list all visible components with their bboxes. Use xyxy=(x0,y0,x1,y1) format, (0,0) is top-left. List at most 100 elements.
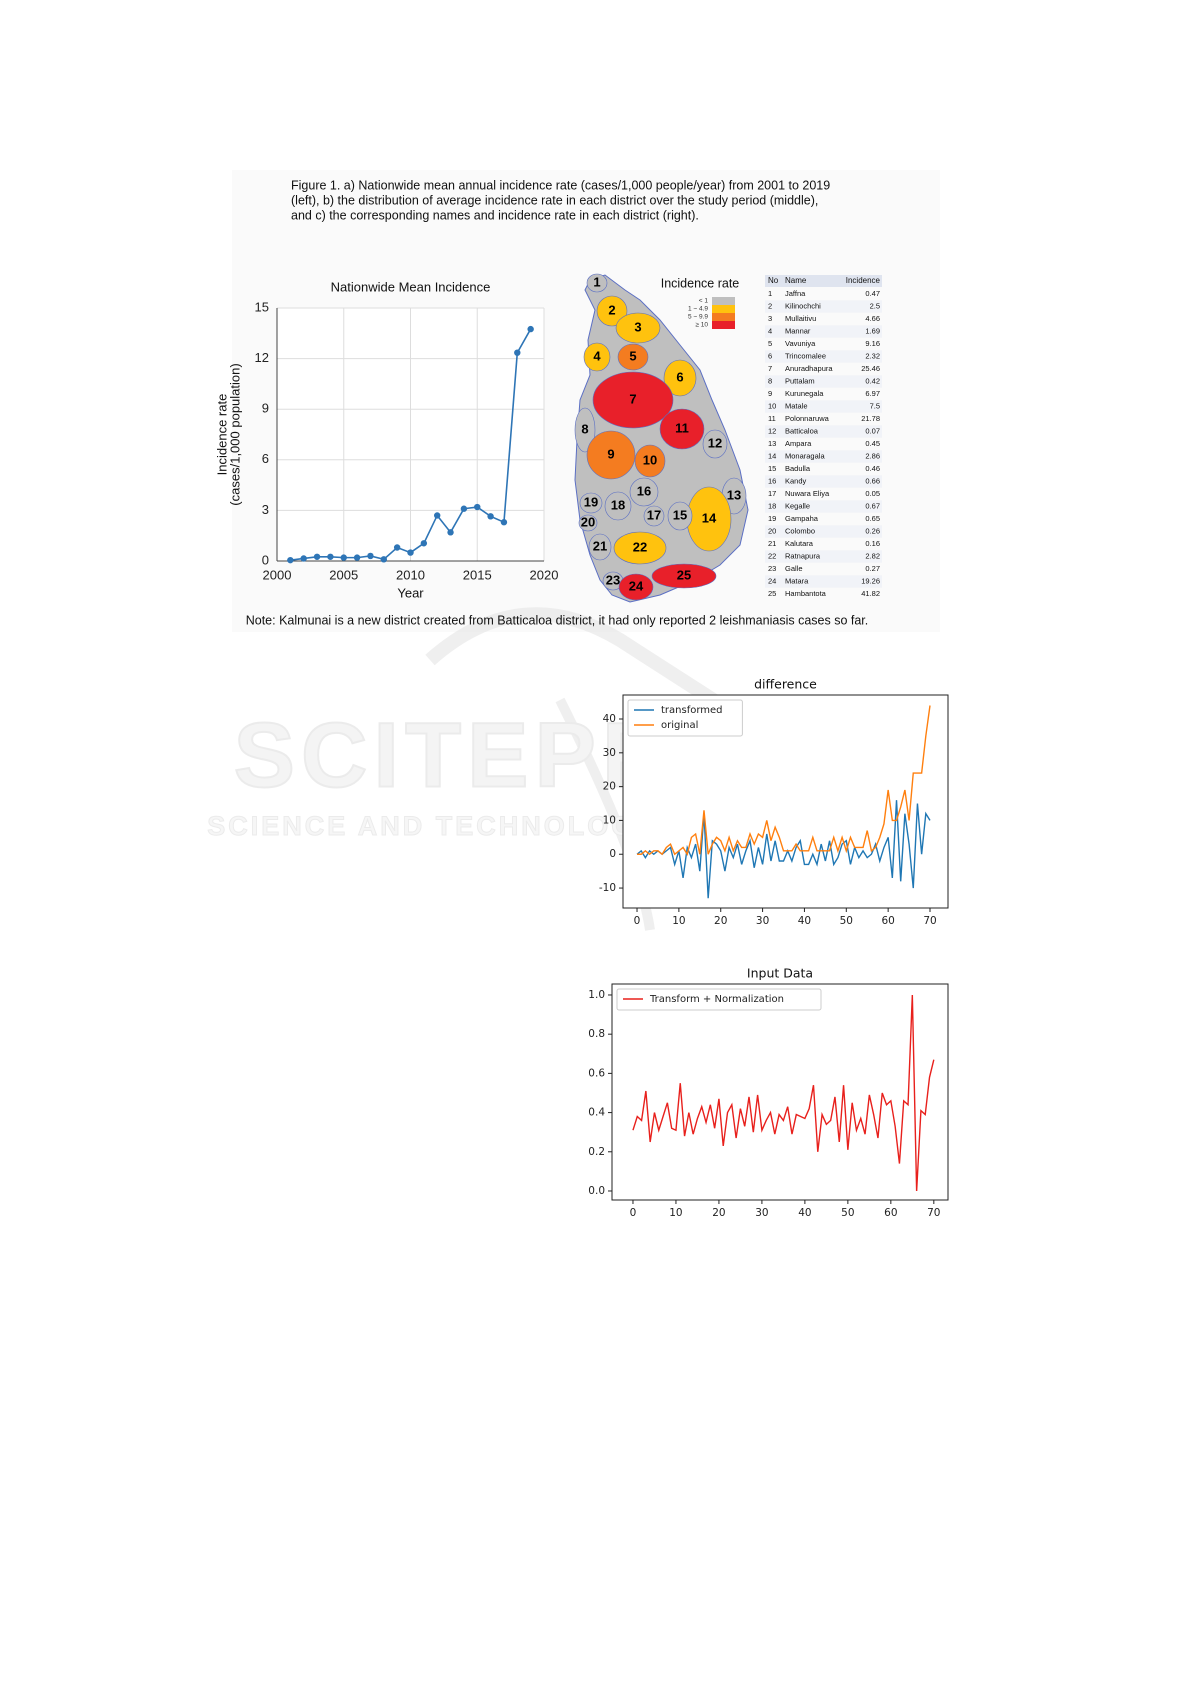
district-label: 5 xyxy=(629,348,636,363)
series-line xyxy=(632,994,935,1192)
table-cell: 23 xyxy=(768,564,776,573)
x-tick-label: 30 xyxy=(756,915,769,927)
x-tick-label: 50 xyxy=(841,1207,854,1219)
legend-swatch xyxy=(712,297,735,305)
legend-label: ≥ 10 xyxy=(695,322,708,329)
x-tick-label: 40 xyxy=(798,915,811,927)
y-tick-label: 10 xyxy=(603,814,616,826)
table-header: Incidence xyxy=(846,276,881,285)
table-cell: 0.07 xyxy=(865,426,880,435)
table-cell: Galle xyxy=(785,564,803,573)
y-tick-label: 20 xyxy=(603,781,616,793)
y-tick-label: 0.0 xyxy=(588,1185,605,1197)
x-tick-label: 2005 xyxy=(329,567,358,582)
table-cell: 4 xyxy=(768,326,772,335)
table-header-bg xyxy=(765,275,882,287)
y-tick-label: 0.6 xyxy=(588,1067,605,1079)
table-cell: Matara xyxy=(785,576,809,585)
table-row-bg xyxy=(765,300,882,313)
table-cell: Kegalle xyxy=(785,501,810,510)
legend-box xyxy=(627,699,743,737)
y-tick-label: 0.2 xyxy=(588,1146,605,1158)
x-tick-label: 70 xyxy=(923,915,936,927)
district-area xyxy=(583,342,611,372)
table-cell: Puttalam xyxy=(785,376,815,385)
table-cell: Batticaloa xyxy=(785,426,819,435)
legend-swatch xyxy=(712,305,735,313)
data-point xyxy=(420,540,428,547)
legend-label: Transform + Normalization xyxy=(649,994,784,1005)
y-tick-label: 3 xyxy=(262,502,269,517)
legend-label: 1 ~ 4.9 xyxy=(688,306,708,313)
x-tick-label: 2015 xyxy=(463,567,492,582)
data-point xyxy=(434,512,441,519)
y-tick-label: 9 xyxy=(262,401,269,416)
table-row-bg xyxy=(765,550,882,563)
x-tick-label: 2020 xyxy=(530,567,559,582)
table-row-bg xyxy=(765,500,882,513)
district-area xyxy=(618,573,654,601)
x-tick-label: 30 xyxy=(755,1207,768,1219)
district-label: 14 xyxy=(702,510,717,525)
y-tick-label: 0.4 xyxy=(588,1107,605,1119)
table-cell: 0.45 xyxy=(865,439,880,448)
district-label: 13 xyxy=(727,487,741,502)
table-cell: 0.66 xyxy=(865,476,880,485)
y-tick-label: 1.0 xyxy=(588,989,605,1001)
y-axis-label: (cases/1,000 population) xyxy=(227,363,242,505)
table-cell: 2.82 xyxy=(865,551,880,560)
caption-line: Figure 1. a) Nationwide mean annual inci… xyxy=(291,178,830,192)
district-area xyxy=(596,295,628,327)
chart-title: difference xyxy=(754,677,817,692)
district-area xyxy=(574,407,596,453)
district-area xyxy=(667,501,693,531)
data-point xyxy=(340,554,347,561)
district-label: 10 xyxy=(643,452,657,467)
district-area xyxy=(613,531,667,565)
district-label: 20 xyxy=(581,514,595,529)
x-tick-label: 20 xyxy=(714,915,727,927)
x-tick-label: 20 xyxy=(712,1207,725,1219)
table-cell: 6 xyxy=(768,351,772,360)
district-label: 7 xyxy=(629,391,636,406)
table-row-bg xyxy=(765,425,882,438)
table-cell: Ratnapura xyxy=(785,551,821,560)
table-cell: 21.78 xyxy=(861,414,880,423)
caption-line: (left), b) the distribution of average i… xyxy=(291,193,818,207)
table-cell: 4.66 xyxy=(865,314,880,323)
table-cell: 41.82 xyxy=(861,589,880,598)
district-label: 15 xyxy=(673,507,687,522)
table-cell: Badulla xyxy=(785,464,811,473)
y-tick-label: 6 xyxy=(262,451,269,466)
district-area xyxy=(629,477,659,507)
table-cell: Trincomalee xyxy=(785,351,826,360)
table-cell: 1.69 xyxy=(865,326,880,335)
district-area xyxy=(634,444,666,478)
x-tick-label: 10 xyxy=(669,1207,682,1219)
y-tick-label: 15 xyxy=(255,299,269,314)
table-cell: Colombo xyxy=(785,526,815,535)
y-tick-label: 0.8 xyxy=(588,1028,605,1040)
table-cell: 17 xyxy=(768,489,776,498)
district-label: 9 xyxy=(607,446,614,461)
table-row-bg xyxy=(765,375,882,388)
table-cell: Mannar xyxy=(785,326,811,335)
district-label: 22 xyxy=(633,539,647,554)
table-cell: 11 xyxy=(768,414,776,423)
district-label: 6 xyxy=(676,369,683,384)
table-cell: 19 xyxy=(768,514,776,523)
district-area xyxy=(588,533,612,561)
caption-line: and c) the corresponding names and incid… xyxy=(291,208,699,222)
x-tick-label: 0 xyxy=(634,915,641,927)
legend-label: transformed xyxy=(661,705,723,716)
data-point xyxy=(367,552,374,560)
x-tick-label: 40 xyxy=(798,1207,811,1219)
table-cell: Matale xyxy=(785,401,808,410)
table-row-bg xyxy=(765,350,882,363)
table-cell: Jaffna xyxy=(785,289,806,298)
table-cell: 2.86 xyxy=(865,451,880,460)
table-cell: Gampaha xyxy=(785,514,819,523)
table-cell: 8 xyxy=(768,376,772,385)
table-cell: 25 xyxy=(768,589,776,598)
